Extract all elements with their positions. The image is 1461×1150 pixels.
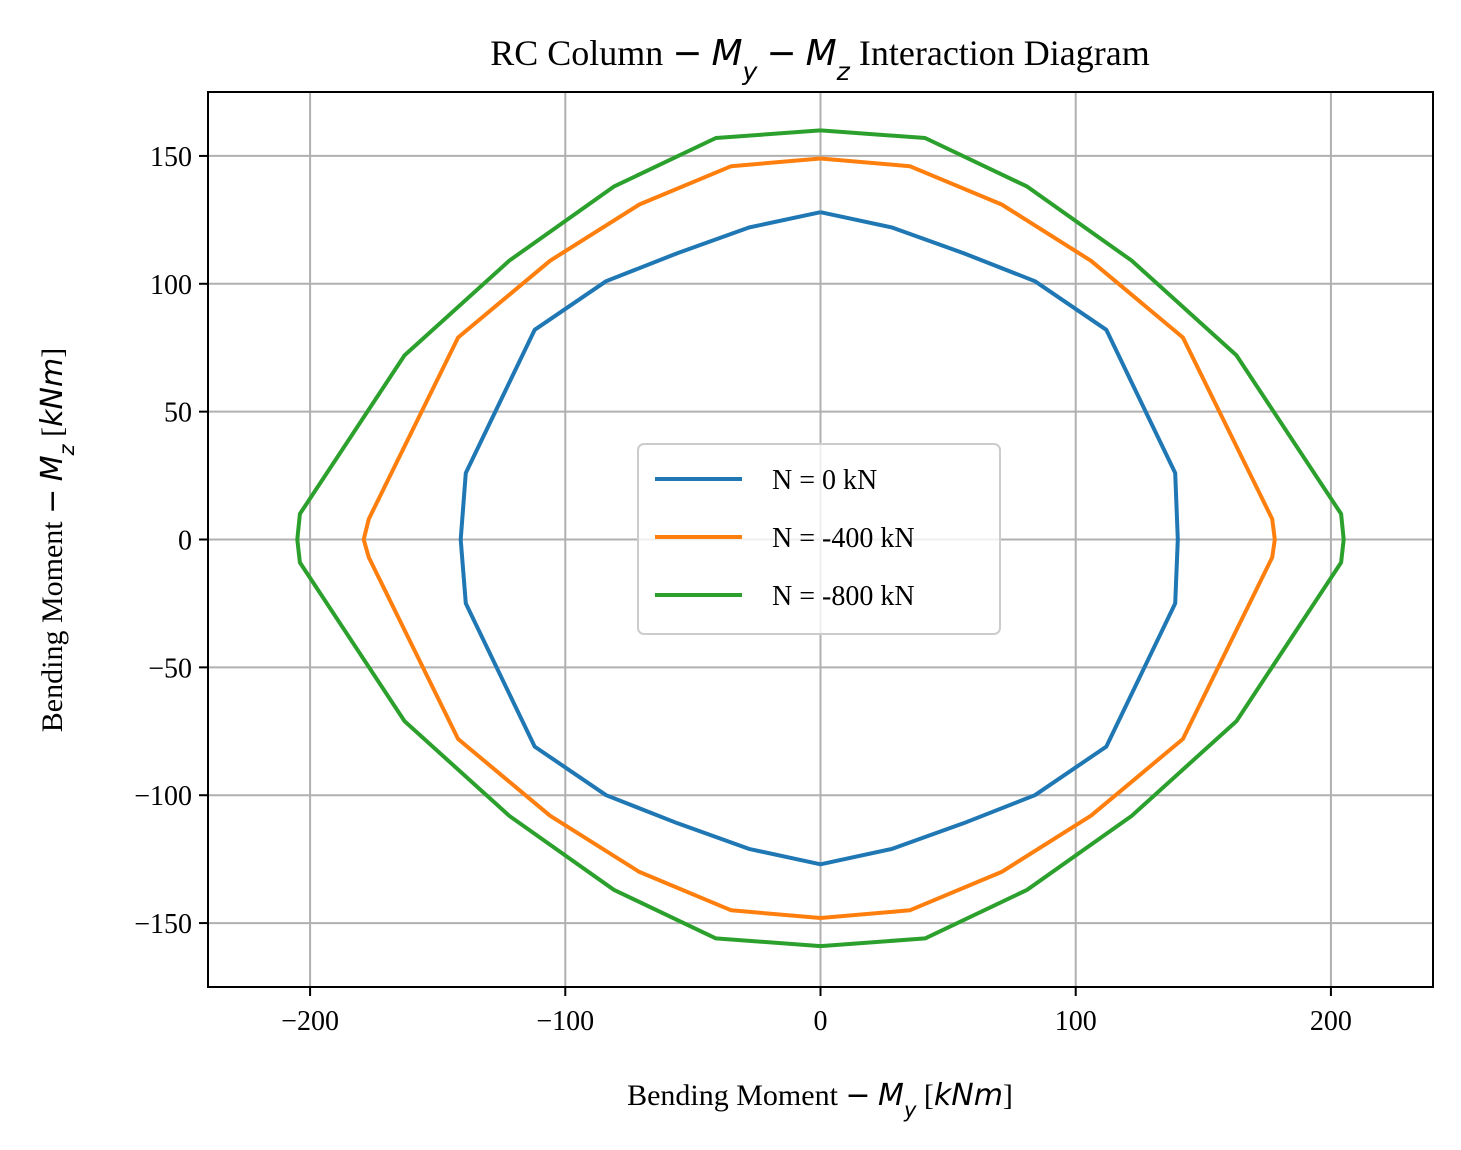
x-axis-label: Bending Moment − My [kNm]	[627, 1078, 1013, 1122]
y-axis-label: Bending Moment − Mz [kNm]	[35, 348, 79, 732]
y-tick-label: −50	[148, 653, 192, 684]
series-line-1	[458, 210, 1180, 867]
y-tick-label: −100	[134, 781, 192, 812]
x-tick-label: −100	[536, 1006, 594, 1037]
x-tick-label: 100	[1055, 1006, 1097, 1037]
legend-box	[637, 443, 1001, 635]
x-tick-label: −200	[281, 1006, 339, 1037]
series-line-2	[361, 156, 1277, 920]
grid	[208, 92, 1433, 987]
y-tick-label: 150	[150, 142, 192, 173]
chart-title: RC Column − My − Mz Interaction Diagram	[490, 33, 1150, 86]
legend-label: N = 0 kN	[772, 465, 877, 496]
x-tick-label: 0	[814, 1006, 828, 1037]
series-line-3	[295, 128, 1346, 949]
y-tick-label: 0	[178, 526, 192, 557]
series-layer	[295, 128, 1346, 949]
y-tick-label: −150	[134, 909, 192, 940]
axis-ticks: −200 −100 0 100 200 −150 −100 −50 0 50 100 150	[134, 142, 1352, 1037]
legend-label: N = -800 kN	[772, 581, 915, 612]
y-tick-label: 100	[150, 270, 192, 301]
y-tick-label: 50	[164, 398, 192, 429]
legend-label: N = -400 kN	[772, 523, 915, 554]
legend: N = 0 kN N = -400 kN N = -800 kN	[637, 443, 1001, 635]
x-tick-label: 200	[1310, 1006, 1352, 1037]
